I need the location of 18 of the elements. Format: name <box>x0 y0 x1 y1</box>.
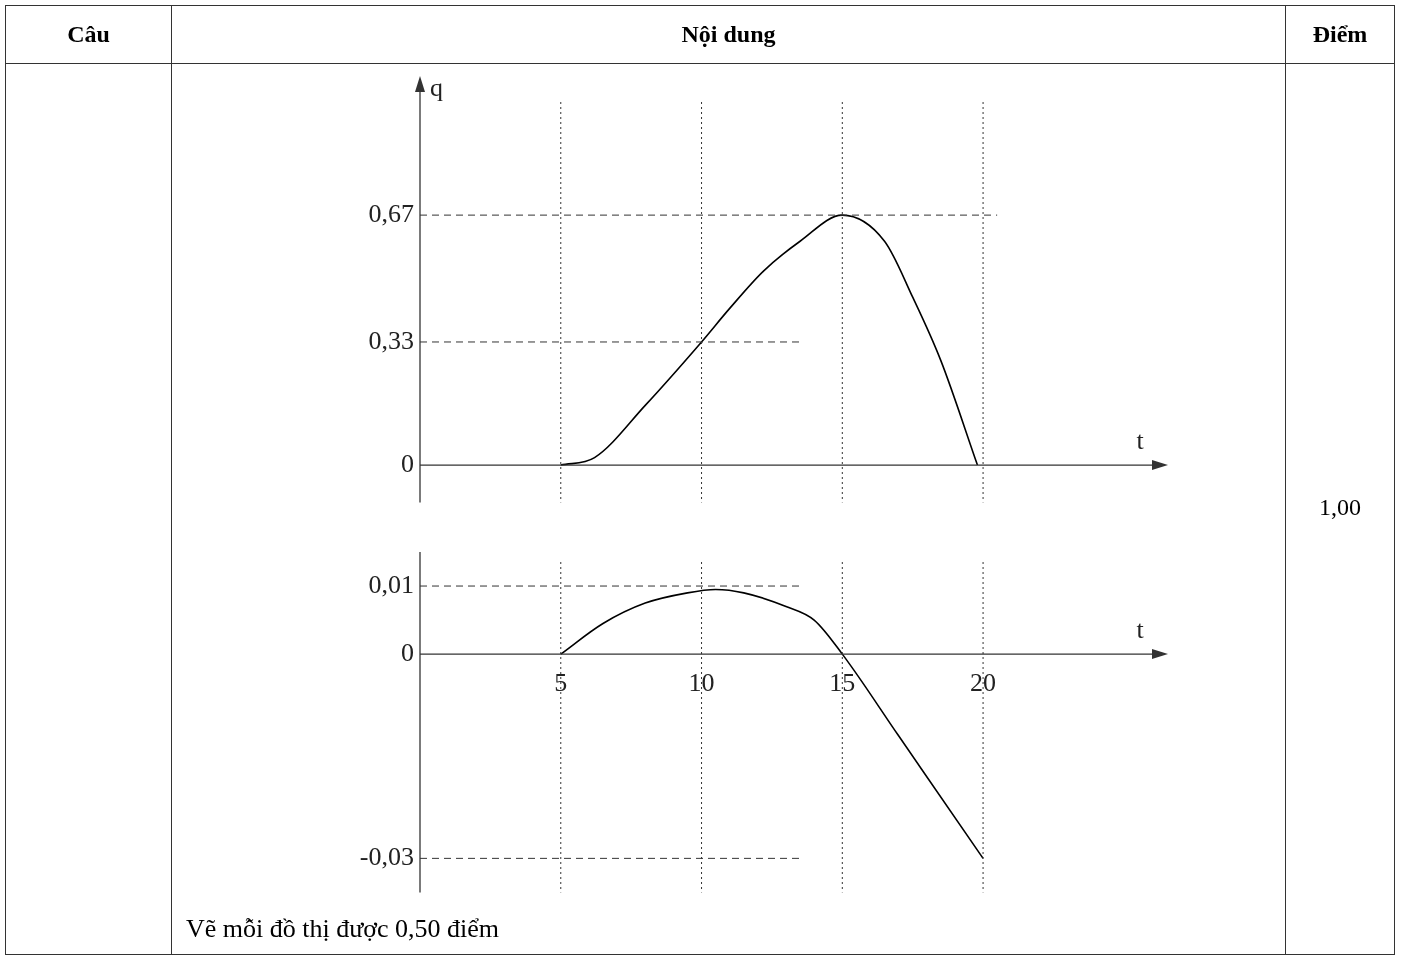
x-axis-title: t <box>1136 426 1145 456</box>
text: Câu <box>5 5 172 64</box>
text: Vẽ mỗi đồ thị được 0,50 điểm <box>185 914 501 945</box>
y-axis-title: q <box>430 73 443 102</box>
x-tick-label: 15 <box>829 667 856 697</box>
x-axis-title: t <box>1136 615 1145 645</box>
x-tick-label: 20 <box>970 667 997 697</box>
x-tick-label: 10 <box>688 667 715 697</box>
y-tick-label: 0 <box>401 448 414 478</box>
x-tick-label: 5 <box>554 667 568 697</box>
text: 1,00 <box>1285 63 1395 955</box>
y-tick-label: 0 <box>401 637 414 667</box>
text: Nội dung <box>171 5 1286 64</box>
y-tick-label: 0,01 <box>368 569 414 599</box>
y-tick-label: -0,03 <box>359 842 414 872</box>
y-tick-label: 0,33 <box>368 325 414 355</box>
text: Điểm <box>1285 5 1395 64</box>
y-tick-label: 0,67 <box>368 198 414 228</box>
